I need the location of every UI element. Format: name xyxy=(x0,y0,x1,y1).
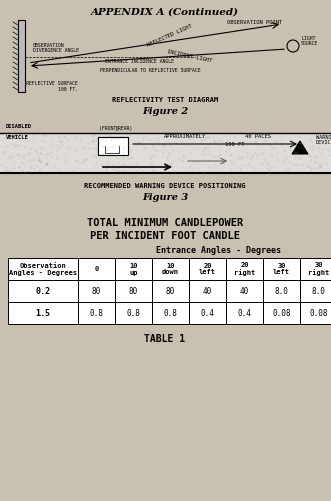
Text: (REAR): (REAR) xyxy=(115,126,132,131)
Bar xyxy=(152,280,189,302)
Bar xyxy=(78,258,115,280)
Text: RECOMMENDED WARNING DEVICE POSITIONING: RECOMMENDED WARNING DEVICE POSITIONING xyxy=(84,183,246,189)
Bar xyxy=(189,280,226,302)
Text: REFLECTED LIGHT: REFLECTED LIGHT xyxy=(147,24,193,48)
Text: 0.8: 0.8 xyxy=(126,309,140,318)
Bar xyxy=(263,280,300,302)
Text: 20
right: 20 right xyxy=(234,262,255,276)
Text: INCIDENT LIGHT: INCIDENT LIGHT xyxy=(167,49,213,63)
Text: 40: 40 xyxy=(240,287,249,296)
Bar xyxy=(115,258,152,280)
Text: 0.8: 0.8 xyxy=(164,309,177,318)
Bar xyxy=(263,258,300,280)
Text: TOTAL MINIMUM CANDLEPOWER: TOTAL MINIMUM CANDLEPOWER xyxy=(87,218,243,228)
Text: 100 FT.: 100 FT. xyxy=(58,87,78,92)
Text: OBSERVATION
DIVERGENCE ANGLE: OBSERVATION DIVERGENCE ANGLE xyxy=(33,43,79,54)
Text: 0.4: 0.4 xyxy=(238,309,252,318)
Text: 40 PACES: 40 PACES xyxy=(245,133,271,138)
Text: 0: 0 xyxy=(94,266,99,272)
Bar xyxy=(300,258,331,280)
Bar xyxy=(189,302,226,324)
Text: DISABLED: DISABLED xyxy=(6,124,32,129)
Bar xyxy=(18,20,25,92)
Bar xyxy=(300,302,331,324)
Bar xyxy=(226,258,263,280)
Bar xyxy=(226,302,263,324)
Text: 30
right: 30 right xyxy=(308,262,329,276)
Text: 10
up: 10 up xyxy=(129,263,138,276)
Text: 0.8: 0.8 xyxy=(90,309,103,318)
Bar xyxy=(8,302,78,324)
Text: 0.08: 0.08 xyxy=(309,309,328,318)
Text: 0.4: 0.4 xyxy=(201,309,214,318)
Text: LIGHT
SOURCE: LIGHT SOURCE xyxy=(301,36,318,47)
Bar xyxy=(263,302,300,324)
Polygon shape xyxy=(292,141,308,154)
Bar xyxy=(189,258,226,280)
Text: PERPENDICULAR TO REFLECTIVE SURFACE: PERPENDICULAR TO REFLECTIVE SURFACE xyxy=(100,68,200,73)
Bar xyxy=(152,258,189,280)
Text: 30
left: 30 left xyxy=(273,263,290,276)
Bar xyxy=(98,137,128,155)
Text: REFLECTIVE SURFACE: REFLECTIVE SURFACE xyxy=(26,81,78,86)
Text: Observation
Angles - Degrees: Observation Angles - Degrees xyxy=(9,263,77,276)
Text: Figure 3: Figure 3 xyxy=(142,192,188,201)
Text: 10
down: 10 down xyxy=(162,263,179,276)
Text: (FRONT): (FRONT) xyxy=(99,126,119,131)
Text: PER INCIDENT FOOT CANDLE: PER INCIDENT FOOT CANDLE xyxy=(90,231,240,241)
Text: 8.0: 8.0 xyxy=(311,287,325,296)
Bar xyxy=(300,280,331,302)
Bar xyxy=(8,280,78,302)
Text: 8.0: 8.0 xyxy=(274,287,288,296)
Bar xyxy=(0,133,331,173)
Text: 0.2: 0.2 xyxy=(35,287,51,296)
Text: 80: 80 xyxy=(129,287,138,296)
Bar xyxy=(226,280,263,302)
Bar xyxy=(115,302,152,324)
Text: Entrance Angles - Degrees: Entrance Angles - Degrees xyxy=(156,246,280,255)
Text: 40: 40 xyxy=(203,287,212,296)
Text: REFLECTIVITY TEST DIAGRAM: REFLECTIVITY TEST DIAGRAM xyxy=(112,97,218,103)
Bar xyxy=(152,302,189,324)
Text: APPROXIMATELY: APPROXIMATELY xyxy=(164,133,206,138)
Text: 1.5: 1.5 xyxy=(35,309,51,318)
Bar xyxy=(78,280,115,302)
Bar xyxy=(8,258,78,280)
Text: WARNING
DEVICE: WARNING DEVICE xyxy=(316,135,331,145)
Text: VEHICLE: VEHICLE xyxy=(6,135,29,140)
Text: 100 FT: 100 FT xyxy=(225,141,245,146)
Text: 20
left: 20 left xyxy=(199,263,216,276)
Bar xyxy=(115,280,152,302)
Text: TABLE 1: TABLE 1 xyxy=(144,334,186,344)
Text: 80: 80 xyxy=(166,287,175,296)
Text: OBSERVATION POINT: OBSERVATION POINT xyxy=(227,20,282,25)
Text: 0.08: 0.08 xyxy=(272,309,291,318)
Text: Figure 2: Figure 2 xyxy=(142,107,188,116)
Text: 80: 80 xyxy=(92,287,101,296)
Bar xyxy=(78,302,115,324)
Text: ENTRANCE INCIDENCE ANGLE: ENTRANCE INCIDENCE ANGLE xyxy=(105,59,174,64)
Text: APPENDIX A (Continued): APPENDIX A (Continued) xyxy=(91,8,239,17)
